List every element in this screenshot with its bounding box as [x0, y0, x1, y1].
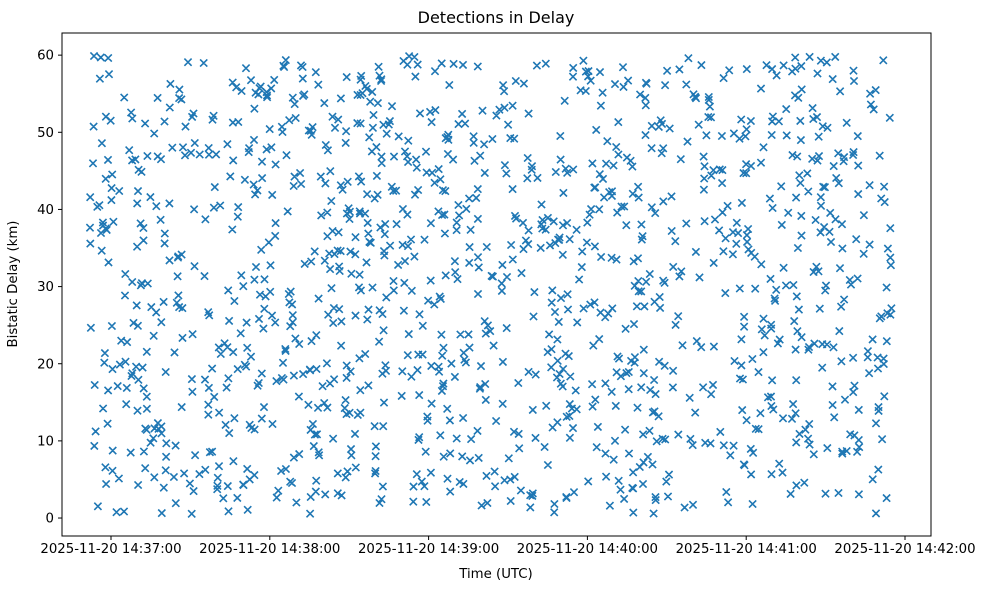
y-tick-label: 30 — [37, 280, 54, 295]
x-tick-label: 2025-11-20 14:40:00 — [517, 542, 658, 557]
y-tick-label: 0 — [46, 512, 54, 527]
y-tick-label: 20 — [37, 357, 54, 372]
x-tick-label: 2025-11-20 14:39:00 — [358, 542, 499, 557]
x-tick-label: 2025-11-20 14:37:00 — [40, 542, 181, 557]
x-tick-label: 2025-11-20 14:41:00 — [676, 542, 817, 557]
x-axis-label: Time (UTC) — [458, 567, 533, 582]
y-tick-label: 60 — [37, 49, 54, 64]
x-tick-label: 2025-11-20 14:38:00 — [199, 542, 340, 557]
scatter-points-layer — [85, 51, 896, 518]
scatter-points — [85, 51, 896, 518]
y-axis-label: Bistatic Delay (km) — [6, 221, 21, 348]
x-axis: 2025-11-20 14:37:00 2025-11-20 14:38:00 20… — [40, 536, 976, 557]
plot-frame — [61, 32, 932, 537]
y-tick-label: 50 — [37, 126, 54, 141]
y-tick-label: 10 — [37, 434, 54, 449]
x-tick-label: 2025-11-20 14:42:00 — [834, 542, 975, 557]
chart-title: Detections in Delay — [418, 8, 575, 27]
plot-area — [62, 33, 931, 536]
y-axis: 0 10 20 30 40 50 60 — [37, 49, 62, 527]
y-tick-label: 40 — [37, 203, 54, 218]
